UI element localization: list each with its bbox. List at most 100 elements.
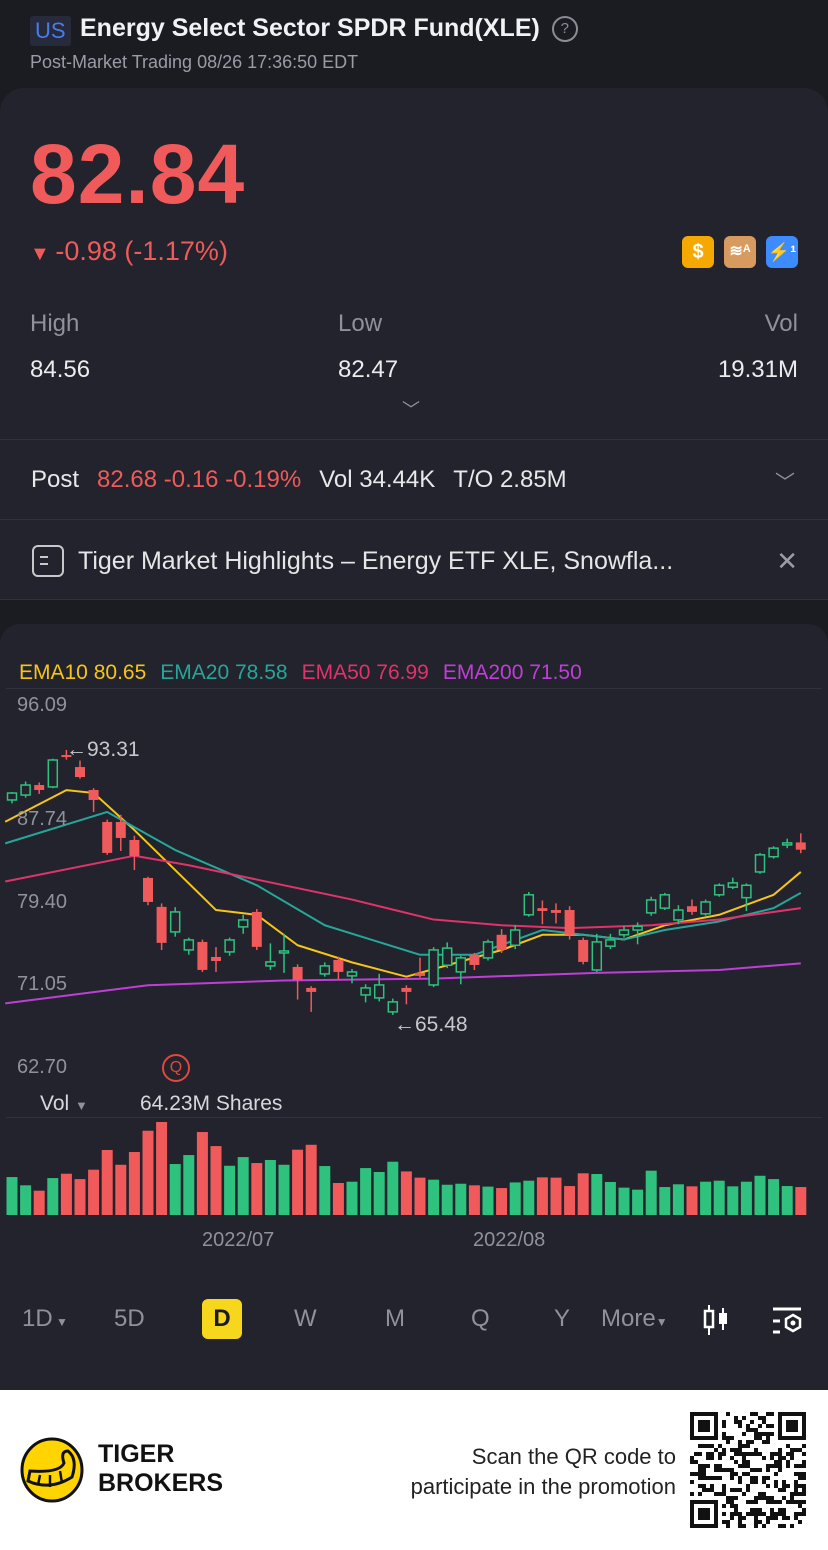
timeframe-d[interactable]: D xyxy=(202,1299,242,1339)
qr-module xyxy=(762,1492,766,1496)
layers-a-icon[interactable]: ≋ᴬ xyxy=(724,236,756,268)
qr-module xyxy=(774,1460,778,1464)
candle-body xyxy=(455,957,467,973)
chevron-down-icon[interactable]: ﹀ xyxy=(775,472,795,494)
qr-module xyxy=(746,1452,750,1456)
news-headline[interactable]: Tiger Market Highlights – Energy ETF XLE… xyxy=(78,546,674,575)
qr-module xyxy=(734,1420,738,1424)
x-tick: 2022/07 xyxy=(202,1229,275,1251)
candle-body xyxy=(496,934,507,951)
indicator-settings-icon[interactable] xyxy=(771,1306,805,1336)
vol-label: Vol xyxy=(764,310,798,337)
volume-bar xyxy=(482,1186,494,1215)
qr-module xyxy=(782,1456,786,1460)
volume-bar xyxy=(468,1185,480,1215)
qr-module xyxy=(734,1508,738,1512)
candle-body xyxy=(20,784,31,796)
candle-body xyxy=(727,882,739,888)
qr-module xyxy=(746,1472,750,1476)
volume-bar xyxy=(278,1164,290,1215)
timeframe-y[interactable]: Y xyxy=(554,1305,571,1332)
volume-selector[interactable]: Vol ▼ xyxy=(40,1092,88,1115)
qr-module xyxy=(802,1476,806,1480)
qr-module xyxy=(698,1444,702,1448)
qr-module xyxy=(710,1476,714,1480)
qr-module xyxy=(742,1456,746,1460)
qr-module xyxy=(754,1476,758,1480)
volume-bar xyxy=(632,1189,644,1215)
low-value: 82.47 xyxy=(338,356,399,383)
volume-bar xyxy=(509,1182,521,1215)
candle-body xyxy=(768,847,779,858)
market-badge: US xyxy=(30,16,71,46)
qr-module xyxy=(802,1512,806,1516)
timeframe-q[interactable]: Q xyxy=(471,1305,490,1332)
candle-body xyxy=(211,956,221,961)
qr-module xyxy=(702,1472,706,1476)
qr-module xyxy=(754,1524,758,1528)
qr-module xyxy=(750,1452,754,1456)
qr-module xyxy=(762,1496,766,1500)
qr-module xyxy=(742,1492,746,1496)
qr-module xyxy=(738,1464,742,1468)
qr-module xyxy=(778,1512,782,1516)
volume-bar xyxy=(713,1180,725,1215)
qr-module xyxy=(698,1452,702,1456)
question-circle-icon[interactable]: ? xyxy=(551,15,578,42)
qr-module xyxy=(758,1432,762,1436)
q-event-icon[interactable]: Q xyxy=(162,1054,190,1082)
qr-module xyxy=(738,1516,742,1520)
candle-body xyxy=(197,941,208,970)
timeframe-1d[interactable]: 1D ▼ xyxy=(22,1305,68,1332)
volume-bar xyxy=(591,1174,603,1215)
low-marker: ←65.48 xyxy=(394,1013,468,1036)
dollar-icon[interactable]: $ xyxy=(682,236,714,268)
qr-module xyxy=(802,1484,806,1488)
volume-bar xyxy=(414,1177,426,1215)
timeframe-more[interactable]: More▼ xyxy=(601,1305,668,1332)
qr-module xyxy=(766,1468,770,1472)
candlestick-icon[interactable] xyxy=(702,1304,730,1336)
qr-module xyxy=(770,1412,774,1416)
qr-module xyxy=(750,1412,754,1416)
candlestick-chart[interactable] xyxy=(0,0,828,1300)
candle-body xyxy=(251,911,262,947)
qr-module xyxy=(782,1480,786,1484)
timeframe-m[interactable]: M xyxy=(385,1305,405,1332)
qr-module xyxy=(738,1480,742,1484)
qr-module xyxy=(794,1492,798,1496)
last-price: 82.84 xyxy=(30,127,246,221)
trading-status: Post-Market Trading 08/26 17:36:50 EDT xyxy=(30,52,359,72)
qr-module xyxy=(774,1512,778,1516)
candle-body xyxy=(143,877,153,902)
qr-module xyxy=(726,1524,730,1528)
volume-bar xyxy=(523,1180,535,1215)
qr-code[interactable] xyxy=(690,1412,806,1528)
qr-module xyxy=(742,1460,746,1464)
qr-module xyxy=(742,1416,746,1420)
qr-module xyxy=(710,1484,714,1488)
chevron-down-icon[interactable]: ﹀ xyxy=(402,400,420,420)
qr-module xyxy=(698,1420,710,1432)
timeframe-5d[interactable]: 5D xyxy=(114,1305,145,1332)
post-market-row: Post 82.68 -0.16 -0.19% Vol 34.44K T/O 2… xyxy=(31,466,567,494)
qr-module xyxy=(726,1412,730,1416)
volume-bar xyxy=(196,1132,208,1215)
qr-module xyxy=(722,1452,726,1456)
ema20-legend: EMA20 78.58 xyxy=(160,661,288,684)
close-icon[interactable]: ✕ xyxy=(776,545,798,576)
lightning-1-icon[interactable]: ⚡¹ xyxy=(766,236,798,268)
qr-module xyxy=(742,1464,746,1468)
qr-module xyxy=(790,1492,794,1496)
qr-module xyxy=(710,1488,714,1492)
candle-body xyxy=(523,894,535,916)
volume-bar xyxy=(115,1164,127,1215)
qr-module xyxy=(726,1436,730,1440)
volume-bar xyxy=(6,1177,18,1215)
qr-module xyxy=(778,1464,782,1468)
volume-bar xyxy=(536,1177,548,1215)
qr-module xyxy=(714,1476,718,1480)
qr-module xyxy=(746,1500,750,1504)
qr-module xyxy=(758,1436,762,1440)
timeframe-w[interactable]: W xyxy=(294,1305,317,1332)
